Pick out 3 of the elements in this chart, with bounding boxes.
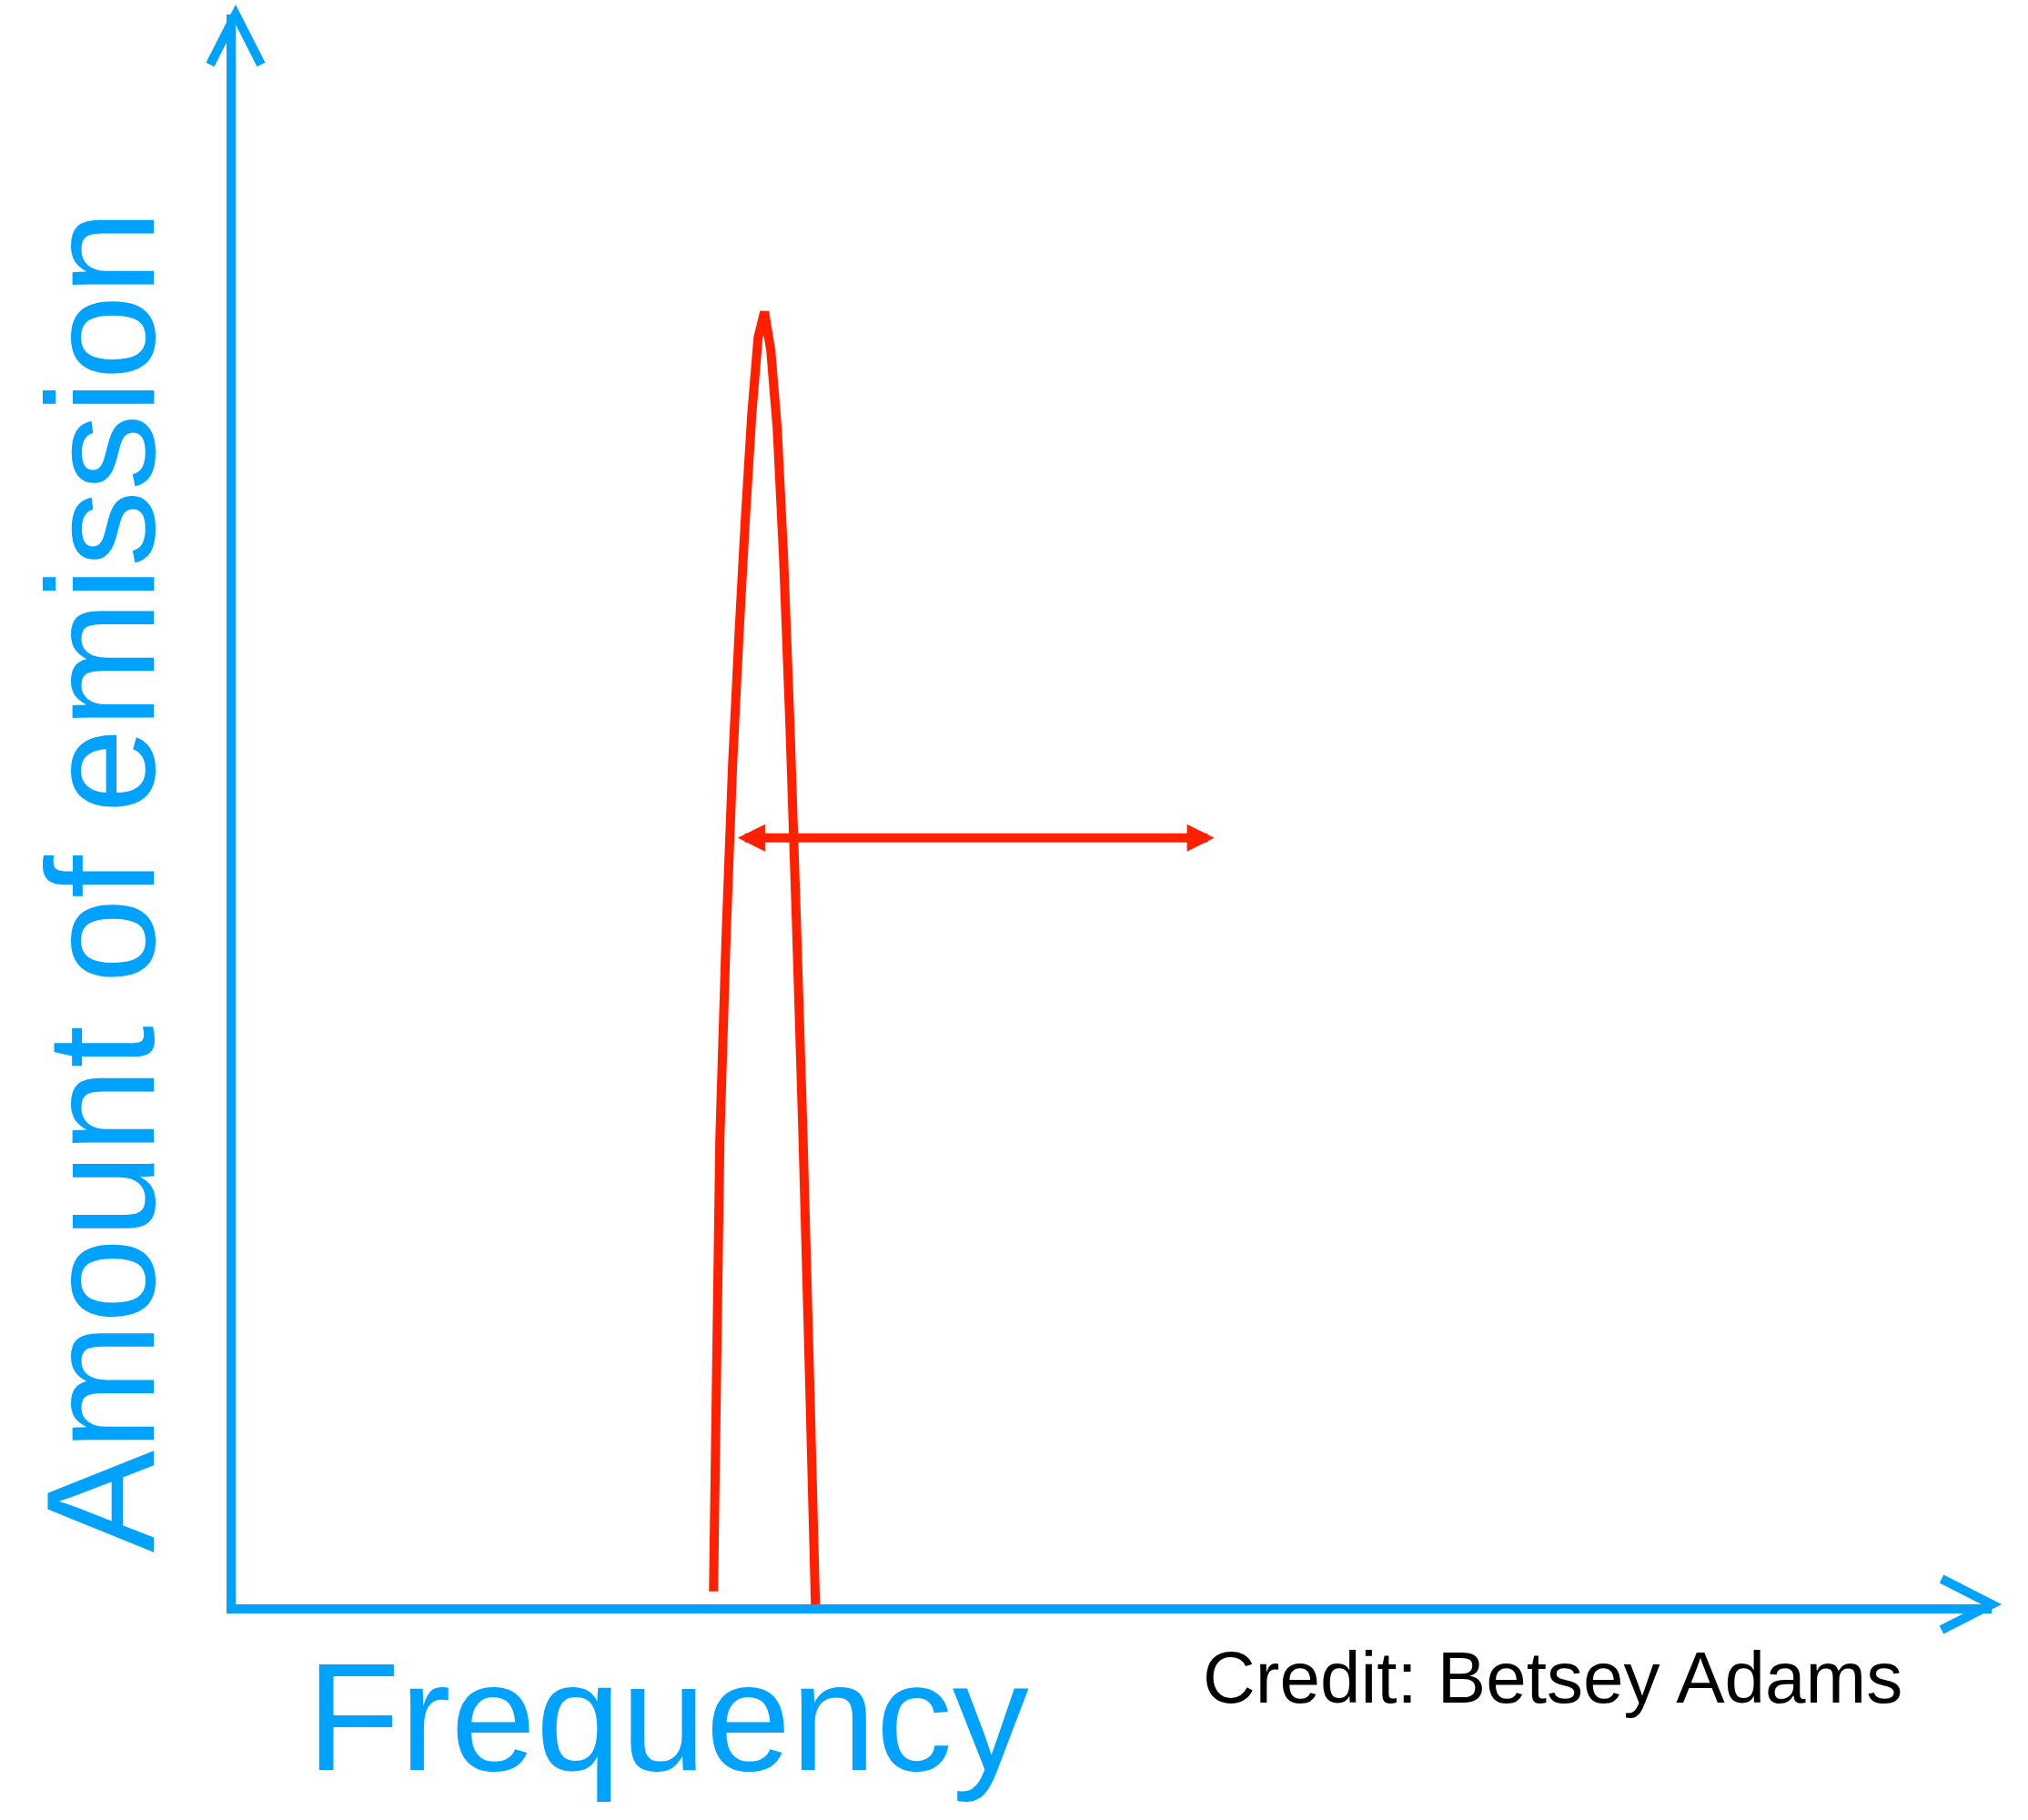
text: Credit: Betsey Adams [1203,1637,1903,1718]
y-axis-title: Amount of emission [15,209,187,1553]
x-axis-title: Frequency [307,1632,1029,1803]
